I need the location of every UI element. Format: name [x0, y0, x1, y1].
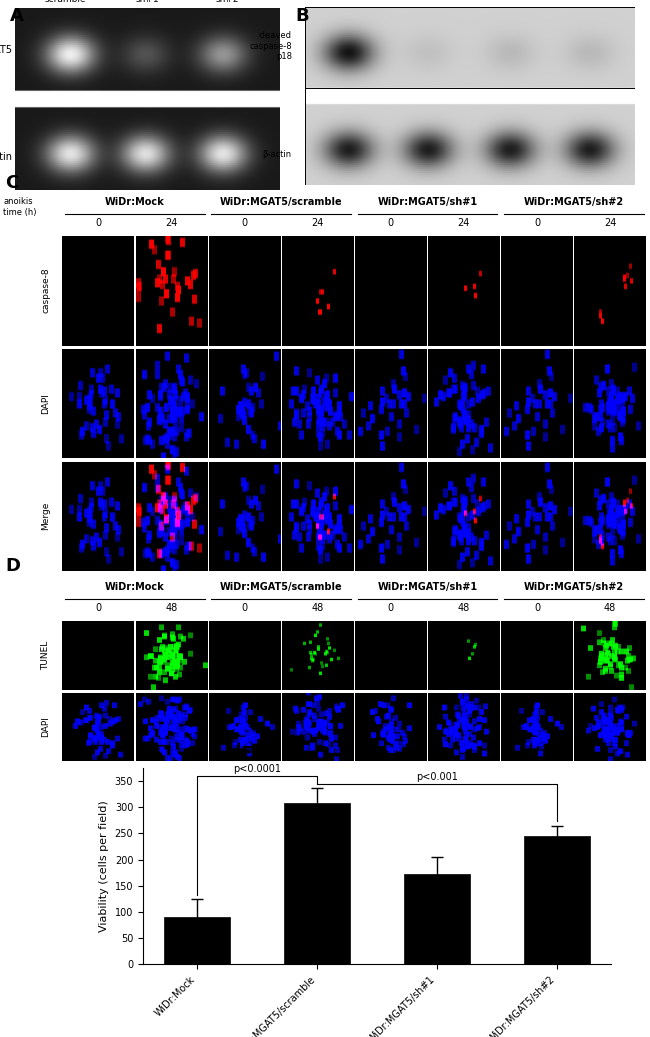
Text: caspase-8: caspase-8	[41, 268, 50, 313]
Text: anoikis
time (h): anoikis time (h)	[3, 197, 37, 217]
Text: 0: 0	[388, 602, 394, 613]
Text: 0: 0	[96, 218, 101, 228]
Text: C: C	[5, 174, 18, 192]
Text: 24: 24	[311, 218, 324, 228]
Text: 0: 0	[242, 218, 248, 228]
Text: 0: 0	[388, 218, 394, 228]
Text: WiDr:MGAT5/scramble: WiDr:MGAT5/scramble	[220, 582, 343, 592]
Text: B: B	[296, 7, 309, 25]
Text: 48: 48	[311, 602, 324, 613]
Text: D: D	[5, 557, 20, 574]
Bar	[164, 918, 230, 964]
Text: 24: 24	[604, 218, 616, 228]
Text: MGAT5: MGAT5	[0, 45, 12, 55]
Text: WiDr:MGAT5/sh#1: WiDr:MGAT5/sh#1	[377, 582, 478, 592]
Text: WiDr:MGAT5/sh#1: WiDr:MGAT5/sh#1	[377, 197, 478, 207]
Text: 24: 24	[165, 218, 177, 228]
Bar	[524, 836, 590, 964]
Text: WiDr:MGAT5/sh#2: WiDr:MGAT5/sh#2	[523, 197, 624, 207]
Text: 0: 0	[242, 602, 248, 613]
Text: WiDr:MGAT5/scramble: WiDr:MGAT5/scramble	[220, 197, 343, 207]
Text: p<0.001: p<0.001	[416, 773, 458, 782]
Text: β-actin: β-actin	[263, 150, 292, 160]
Text: WiDr:MGAT5/sh#2: WiDr:MGAT5/sh#2	[523, 582, 624, 592]
Text: p<0.0001: p<0.0001	[233, 764, 281, 775]
Text: scramble: scramble	[45, 0, 86, 4]
Text: WiDr:Mock: WiDr:Mock	[105, 582, 164, 592]
Bar	[284, 803, 350, 964]
Text: cleaved
caspase-8
p18: cleaved caspase-8 p18	[249, 31, 292, 61]
Text: 24: 24	[458, 218, 470, 228]
Text: sh#2: sh#2	[215, 0, 239, 4]
Text: 48: 48	[604, 602, 616, 613]
Text: sh#1: sh#1	[136, 0, 159, 4]
Bar	[404, 874, 470, 964]
Text: DAPI: DAPI	[41, 716, 50, 737]
Text: WiDr:Mock: WiDr:Mock	[105, 197, 164, 207]
Text: β-actin: β-actin	[0, 152, 12, 162]
Text: DAPI: DAPI	[41, 393, 50, 414]
Text: TUNEL: TUNEL	[41, 641, 50, 670]
Text: 48: 48	[458, 602, 470, 613]
Y-axis label: Viability (cells per field): Viability (cells per field)	[99, 801, 109, 932]
Text: A: A	[10, 7, 23, 25]
Text: 0: 0	[534, 602, 540, 613]
Text: 48: 48	[165, 602, 177, 613]
Text: Merge: Merge	[41, 502, 50, 530]
Text: 0: 0	[534, 218, 540, 228]
Text: E: E	[240, 745, 253, 763]
Text: 0: 0	[96, 602, 101, 613]
